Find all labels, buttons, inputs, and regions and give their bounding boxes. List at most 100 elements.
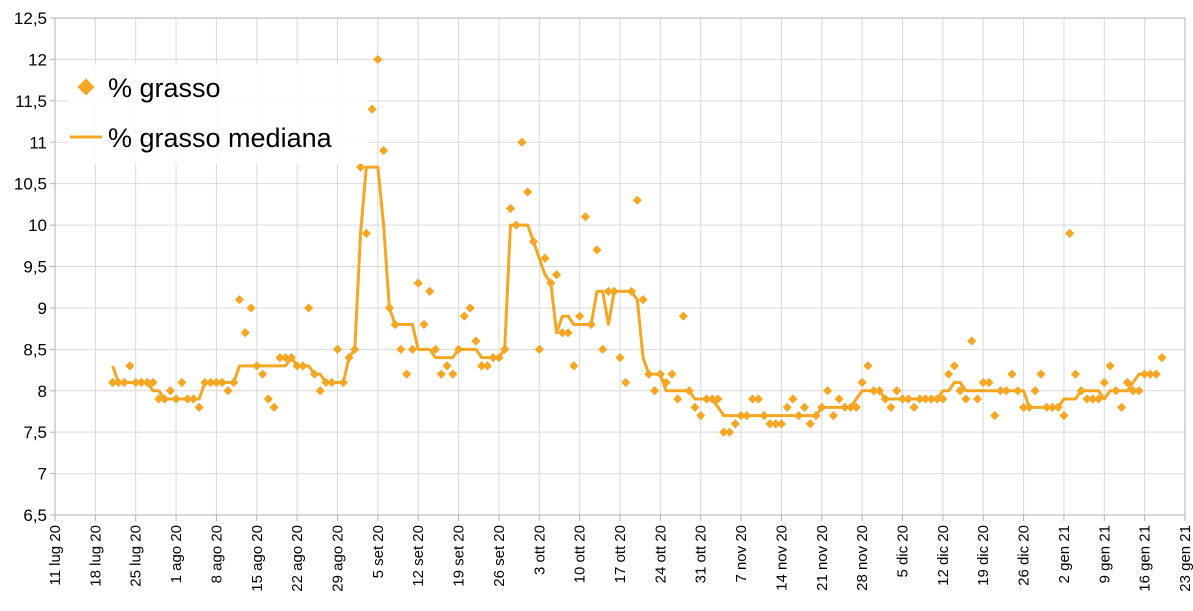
data-point-diamond: [1122, 377, 1132, 388]
x-tick-label: 18 lug 20: [87, 525, 104, 587]
data-point-diamond: [494, 353, 504, 363]
x-tick-label: 16 gen 21: [1137, 525, 1154, 592]
data-point-diamond: [995, 386, 1006, 396]
data-point-diamond: [517, 137, 527, 147]
data-point-diamond: [886, 402, 896, 412]
data-point-diamond: [321, 377, 331, 388]
legend: % grasso % grasso mediana: [68, 64, 368, 164]
data-point-diamond: [448, 369, 458, 379]
median-line: [111, 165, 1157, 418]
data-point-diamond: [851, 402, 861, 412]
data-point-diamond: [275, 353, 285, 363]
x-tick-label: 19 set 20: [451, 525, 468, 587]
data-point-diamond: [1134, 386, 1144, 396]
data-point-diamond: [949, 361, 959, 371]
data-point-diamond: [142, 377, 152, 388]
data-point-diamond: [471, 336, 481, 346]
data-point-diamond: [569, 361, 579, 371]
data-point-diamond: [1151, 369, 1161, 379]
data-point-diamond: [1145, 369, 1156, 379]
data-point-diamond: [788, 394, 798, 404]
x-tick-label: 9 gen 21: [1096, 525, 1113, 583]
data-point-diamond: [1105, 361, 1115, 371]
data-point-diamond: [857, 377, 867, 388]
data-point-diamond: [817, 402, 827, 412]
y-tick-label: 10: [28, 216, 47, 235]
data-point-diamond: [615, 353, 625, 363]
y-tick-label: 9: [38, 299, 47, 318]
data-point-diamond: [897, 394, 908, 404]
x-tick-label: 5 set 20: [370, 525, 387, 578]
data-point-diamond: [701, 394, 712, 404]
data-point-diamond: [304, 303, 314, 313]
data-point-diamond: [990, 411, 1000, 421]
data-point-diamond: [638, 295, 648, 305]
data-point-diamond: [188, 394, 198, 404]
data-point-diamond: [177, 377, 187, 388]
data-point-diamond: [869, 386, 879, 396]
data-point-diamond: [246, 303, 256, 313]
data-point-diamond: [673, 394, 683, 404]
y-tick-label: 11: [29, 133, 47, 152]
data-point-diamond: [367, 104, 377, 114]
legend-item-scatter: % grasso: [77, 73, 221, 103]
data-point-diamond: [903, 394, 913, 404]
data-point-diamond: [281, 353, 291, 363]
x-tick-label: 25 lug 20: [128, 525, 145, 587]
x-tick-label: 28 nov 20: [854, 525, 871, 591]
x-tick-label: 10 ott 20: [572, 525, 589, 583]
data-point-diamond: [327, 377, 337, 388]
data-point-diamond: [592, 245, 602, 255]
data-point-diamond: [655, 369, 665, 379]
x-tick-label: 26 set 20: [491, 525, 508, 587]
data-point-diamond: [1024, 402, 1034, 412]
data-point-diamond: [684, 386, 694, 396]
y-tick-label: 12,5: [14, 9, 47, 28]
data-point-diamond: [926, 394, 936, 404]
data-point-diamond: [309, 369, 320, 379]
data-point-diamond: [598, 344, 608, 354]
data-point-diamond: [661, 377, 671, 388]
data-point-diamond: [355, 162, 366, 172]
data-point-diamond: [229, 377, 239, 388]
y-tick-label: 12: [28, 50, 47, 69]
data-point-diamond: [748, 394, 758, 404]
data-point-diamond: [782, 402, 792, 412]
data-point-diamond: [603, 286, 614, 296]
data-point-diamond: [1157, 353, 1167, 363]
data-point-diamond: [223, 386, 233, 396]
data-point-diamond: [361, 228, 371, 238]
data-point-diamond: [1013, 386, 1023, 396]
data-point-diamond: [332, 344, 343, 354]
data-point-diamond: [840, 402, 850, 412]
data-point-diamond: [811, 411, 821, 421]
data-point-diamond: [707, 394, 717, 404]
data-point-diamond: [217, 377, 227, 388]
x-tick-label: 3 ott 20: [531, 525, 548, 575]
data-point-diamond: [874, 386, 885, 396]
x-tick-label: 21 nov 20: [814, 525, 831, 591]
x-tick-label: 29 ago 20: [330, 525, 347, 592]
data-point-diamond: [165, 386, 175, 396]
data-point-diamond: [575, 311, 585, 321]
data-point-diamond: [978, 377, 988, 388]
x-tick-label: 5 dic 20: [895, 525, 912, 578]
data-point-diamond: [667, 369, 677, 379]
data-point-diamond: [765, 419, 775, 429]
data-point-diamond: [338, 377, 348, 388]
data-point-diamond: [649, 386, 660, 396]
data-point-diamond: [477, 361, 487, 371]
data-point-diamond: [805, 419, 815, 429]
data-point-diamond: [292, 361, 302, 371]
x-tick-label: 19 dic 20: [975, 525, 992, 586]
scatter-series: [108, 54, 1167, 437]
data-point-diamond: [580, 212, 591, 222]
data-point-diamond: [211, 377, 222, 388]
data-point-diamond: [846, 402, 856, 412]
data-point-diamond: [505, 203, 516, 214]
data-point-diamond: [915, 394, 925, 404]
y-tick-label: 7,5: [23, 423, 47, 442]
y-tick-label: 6,5: [23, 506, 47, 525]
